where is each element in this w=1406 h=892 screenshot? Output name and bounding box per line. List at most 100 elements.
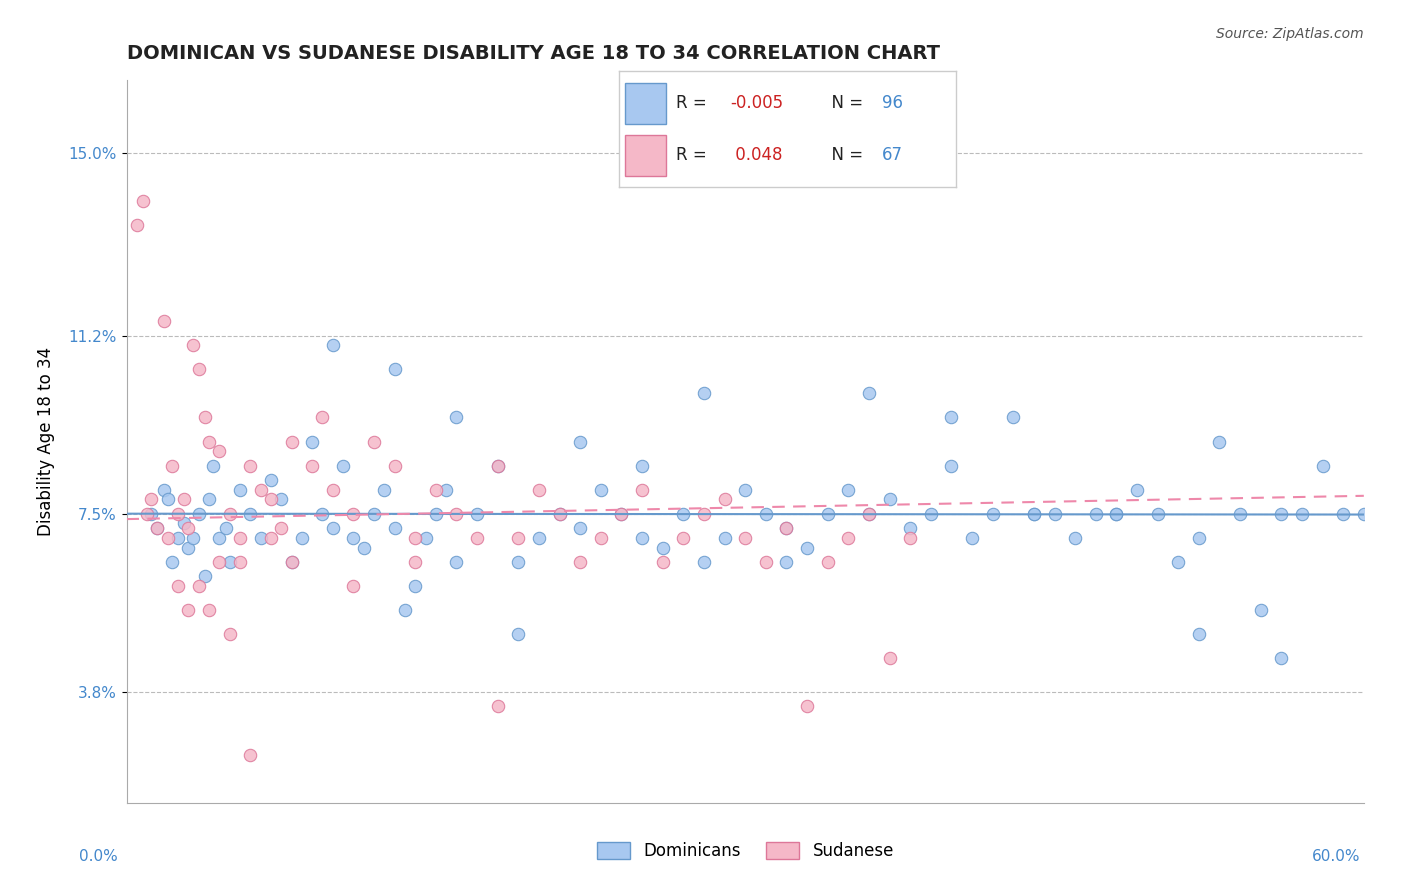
Point [610,507,633,521]
Point [384,362,406,376]
Point [229,555,252,569]
Point [181,338,204,352]
Point [713,492,735,507]
Point [981,507,1004,521]
Point [270,492,292,507]
Point [141,507,163,521]
Point [1064,531,1087,545]
Point [651,555,673,569]
Point [508,555,530,569]
FancyBboxPatch shape [626,135,666,176]
Point [755,507,778,521]
Point [239,458,262,473]
Point [1167,555,1189,569]
Point [249,531,271,545]
Point [208,531,231,545]
Point [260,531,283,545]
Text: 0.048: 0.048 [730,146,783,164]
Point [239,747,262,762]
Point [342,579,364,593]
Point [693,507,716,521]
Point [1188,531,1211,545]
Point [569,434,592,449]
Point [672,507,695,521]
Point [858,507,880,521]
Point [446,507,468,521]
Point [508,627,530,641]
Point [1312,458,1334,473]
Point [879,492,901,507]
Point [404,555,426,569]
Point [177,603,200,617]
Point [415,531,437,545]
Point [775,521,797,535]
Point [353,541,375,555]
Point [160,555,183,569]
Point [1250,603,1272,617]
Point [1331,507,1354,521]
Point [569,521,592,535]
Point [141,492,163,507]
Point [1270,507,1292,521]
Point [187,507,209,521]
Point [187,362,209,376]
Point [941,410,963,425]
Point [1043,507,1066,521]
Point [270,521,292,535]
Text: Source: ZipAtlas.com: Source: ZipAtlas.com [1216,27,1364,41]
Point [152,483,174,497]
Text: R =: R = [676,94,711,112]
Point [384,458,406,473]
Point [1002,410,1025,425]
Point [1270,651,1292,665]
Point [837,483,859,497]
Point [589,531,612,545]
Point [146,521,169,535]
Text: N =: N = [821,146,869,164]
Point [177,521,200,535]
Point [837,531,859,545]
Point [1229,507,1251,521]
Point [156,492,179,507]
Point [920,507,942,521]
Point [194,569,217,583]
Point [734,531,756,545]
Point [229,531,252,545]
Point [713,531,735,545]
Point [280,555,302,569]
Text: 60.0%: 60.0% [1312,849,1360,863]
Point [631,531,654,545]
Point [796,541,818,555]
Point [322,483,344,497]
Point [1105,507,1128,521]
Point [322,521,344,535]
Point [202,458,225,473]
Point [434,483,457,497]
Point [631,458,654,473]
Text: N =: N = [821,94,869,112]
Text: -0.005: -0.005 [730,94,783,112]
Point [1022,507,1045,521]
Point [363,507,385,521]
Point [208,555,231,569]
Point [249,483,271,497]
Text: DOMINICAN VS SUDANESE DISABILITY AGE 18 TO 34 CORRELATION CHART: DOMINICAN VS SUDANESE DISABILITY AGE 18 … [127,45,939,63]
FancyBboxPatch shape [626,83,666,123]
Point [527,483,550,497]
Point [156,531,179,545]
Point [446,555,468,569]
Point [167,507,190,521]
Point [672,531,695,545]
Point [229,483,252,497]
Point [446,410,468,425]
Point [132,194,155,208]
Point [311,410,333,425]
Point [465,531,488,545]
Point [218,627,240,641]
Point [1291,507,1313,521]
Legend: Dominicans, Sudanese: Dominicans, Sudanese [591,835,900,867]
Point [384,521,406,535]
Point [755,555,778,569]
Point [342,507,364,521]
Point [181,531,204,545]
